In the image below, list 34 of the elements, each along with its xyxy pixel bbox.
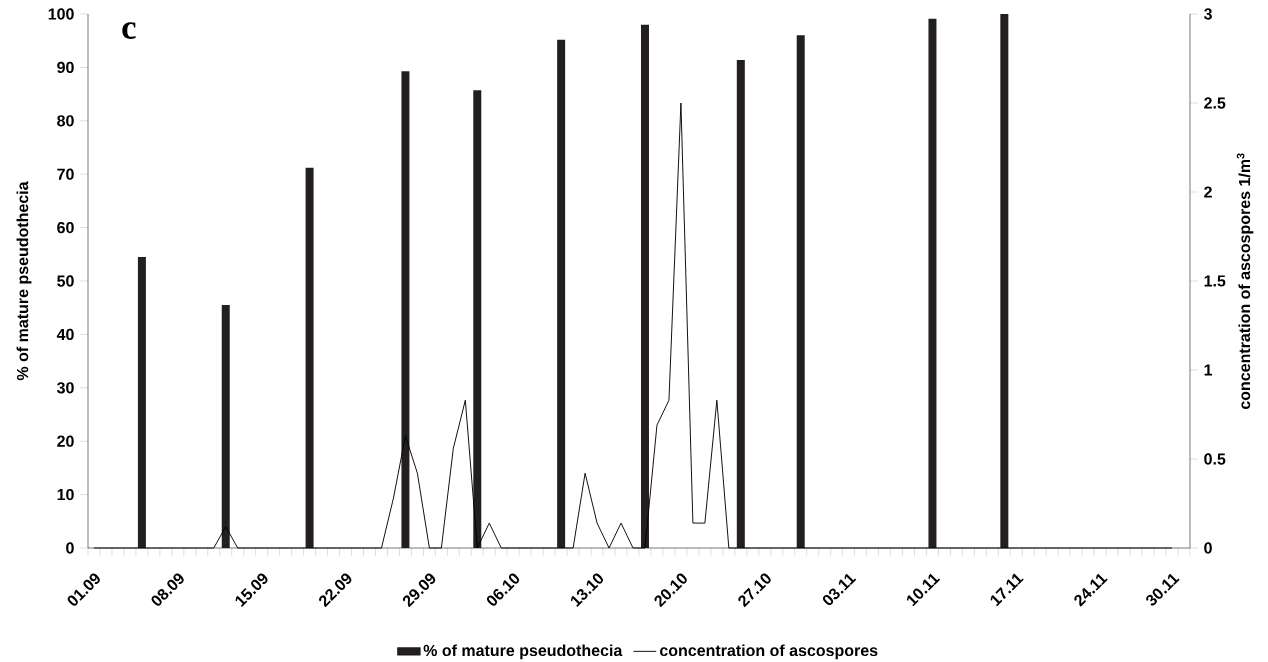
bar — [1000, 14, 1009, 548]
y2-tick-label: 2.5 — [1204, 97, 1226, 109]
y-tick-label: 60 — [57, 221, 74, 234]
y-tick-label: 0 — [66, 542, 74, 554]
bar — [928, 18, 937, 548]
bar — [557, 39, 566, 548]
y2-tick-label: 1 — [1204, 364, 1213, 376]
bar — [473, 90, 482, 548]
annotation: c — [122, 22, 136, 39]
y2-tick-label: 0 — [1204, 542, 1212, 554]
legend-label: % of mature pseudothecia — [423, 644, 623, 660]
bar — [401, 71, 410, 548]
y2-tick-label: 2 — [1204, 186, 1212, 198]
y-tick-label: 50 — [57, 275, 74, 287]
y2-tick-label: 1.5 — [1204, 275, 1226, 287]
y-tick-label: 20 — [57, 435, 74, 447]
y-tick-label: 80 — [57, 115, 74, 127]
legend-label: concentration of ascospores — [660, 644, 878, 660]
y2-tick-label: 3 — [1203, 8, 1212, 20]
y-tick-label: 90 — [57, 61, 74, 74]
y-tick-label: 30 — [56, 382, 74, 394]
bar — [796, 35, 805, 548]
y-tick-label: 100 — [48, 8, 74, 20]
bar — [221, 305, 230, 548]
y-tick-label: 40 — [56, 328, 74, 341]
bar — [137, 256, 146, 548]
bar — [305, 167, 314, 548]
y2-tick-label: 0.5 — [1204, 453, 1226, 465]
y-tick-label: 70 — [57, 168, 74, 180]
y-tick-label: 10 — [57, 488, 74, 501]
y2-axis-title: concentration of ascospores 1/m$^{3}$ — [1236, 153, 1254, 410]
bar — [640, 24, 649, 548]
y-axis-title: % of mature pseudothecia — [16, 181, 32, 381]
bar — [736, 59, 745, 548]
